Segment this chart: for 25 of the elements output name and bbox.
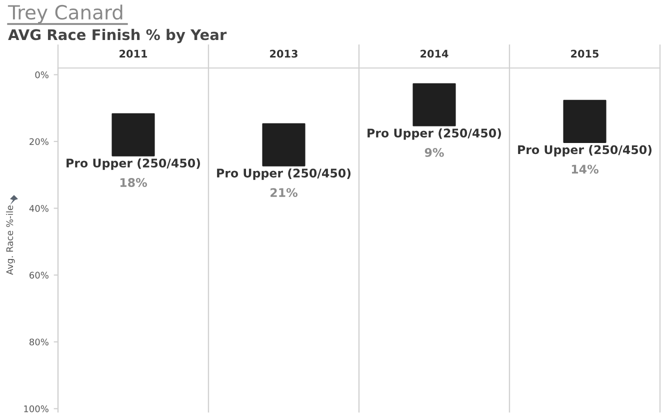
data-label: 21% — [270, 188, 298, 198]
point — [563, 100, 606, 143]
y-tick-label: 20% — [30, 138, 48, 146]
data-label: 14% — [572, 164, 599, 174]
data-label: 9% — [424, 148, 444, 157]
point — [262, 123, 306, 166]
chart-title: Trey Canard — [8, 4, 122, 24]
annotation: Pro Upper (250/450) — [217, 168, 350, 180]
y-axis-title: Avg. Race %-ile — [6, 206, 15, 275]
data-label: 18% — [120, 178, 148, 187]
y-tick-label: 0% — [35, 71, 48, 78]
annotation: Pro Upper (250/450) — [368, 128, 501, 140]
x-tick-label: 2011 — [120, 50, 148, 58]
chart-subtitle: AVG Race Finish % by Year — [8, 28, 227, 44]
x-tick-label: 2013 — [270, 50, 298, 58]
y-tick-label: 100% — [24, 405, 48, 412]
y-tick-label: 80% — [30, 338, 48, 346]
y-tick-label: 60% — [30, 272, 48, 279]
annotation: Pro Upper (250/450) — [518, 145, 652, 156]
point — [412, 83, 456, 126]
annotation: Pro Upper (250/450) — [66, 158, 200, 170]
point — [112, 113, 155, 156]
x-tick-label: 2015 — [571, 50, 599, 58]
y-tick-label: 40% — [29, 205, 48, 212]
x-tick-label: 2014 — [420, 50, 448, 58]
